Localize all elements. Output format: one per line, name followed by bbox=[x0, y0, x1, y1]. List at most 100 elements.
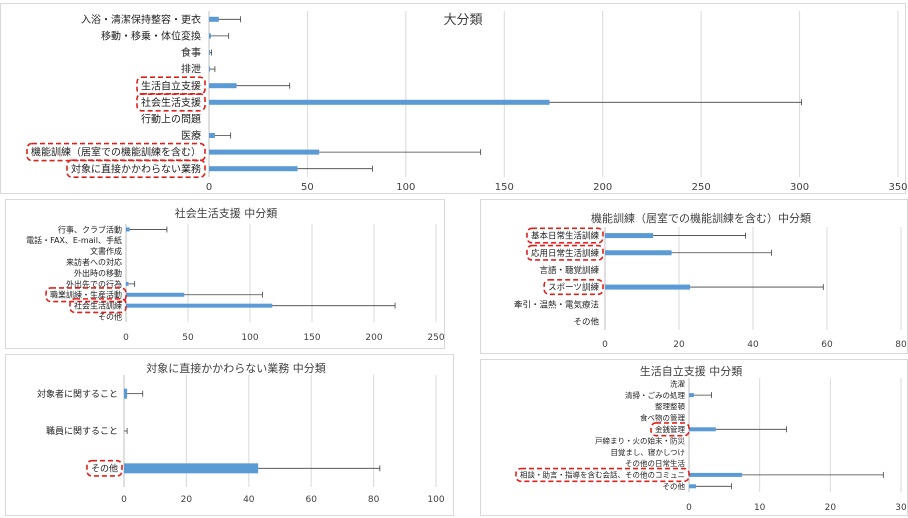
highlight-box bbox=[526, 244, 604, 261]
bar bbox=[124, 463, 259, 474]
chart-social-life-support: 0 50 100 150 200 250 行事、クラブ活動電話・FAX、E-mail、手紙文… bbox=[26, 206, 445, 343]
highlight-box bbox=[86, 459, 123, 477]
x-tick-label: 50 bbox=[182, 333, 194, 343]
category-label: 職業訓練・生産活動 bbox=[50, 290, 122, 300]
category-label: 排泄 bbox=[181, 63, 201, 76]
x-tick-label: 20 bbox=[673, 340, 685, 350]
bar bbox=[209, 16, 219, 22]
bar bbox=[209, 50, 210, 55]
bar bbox=[209, 133, 215, 138]
highlight-box bbox=[69, 298, 127, 314]
x-tick-label: 60 bbox=[305, 495, 317, 505]
highlight-box bbox=[66, 159, 206, 178]
x-tick-label: 60 bbox=[821, 340, 833, 350]
bar bbox=[605, 284, 691, 290]
category-label: 移動・移乗・体位変換 bbox=[101, 30, 201, 43]
bar bbox=[209, 83, 237, 89]
highlight-box bbox=[543, 279, 604, 296]
chart-title: 機能訓練（居室での機能訓練を含む）中分類 bbox=[591, 211, 811, 225]
x-tick-label: 40 bbox=[243, 495, 255, 505]
category-label: その他 bbox=[91, 463, 118, 475]
chart-panel-social-life-support: 0 50 100 150 200 250 行事、クラブ活動 電話・FAX、E-mail、手紙文… bbox=[5, 199, 445, 349]
chart-independent-living-support: 0 10 20 30 洗濯清掃・ごみの処理整理整頓食べ物の管理金銭管理戸締まり・火の始末… bbox=[515, 364, 907, 513]
category-label: 整理整頓 bbox=[655, 401, 685, 411]
bar bbox=[209, 99, 550, 105]
x-tick-label: 0 bbox=[123, 333, 129, 343]
category-label: その他 bbox=[573, 316, 599, 327]
chart-functional-training: 0 20 40 60 80 基本日常生活訓練応用日常生活訓練言語・聴覚訓練スポーツ訓練牽引… bbox=[514, 211, 907, 350]
category-label: 牽引・温熱・電気療法 bbox=[514, 299, 599, 310]
chart-panel-independent-living-support: 0 10 20 30 洗濯 清掃・ごみの処理 整理整頓 食べ物の管理 金銭管理 戸締まり・火の始末… bbox=[480, 359, 908, 516]
category-label: 基本日常生活訓練 bbox=[531, 231, 600, 242]
category-label: 電話・FAX、E-mail、手紙 bbox=[26, 235, 122, 245]
chart-panel-functional-training: 0 20 40 60 80 基本日常生活訓練 応用日常生活訓練 言語・聴覚訓練 スポーツ訓練 牽引… bbox=[480, 199, 908, 354]
category-label: 相談・助言・指導を含む会話、その他のコミュニ bbox=[520, 470, 685, 480]
category-label: 外出先での行為 bbox=[66, 279, 122, 289]
x-tick-label: 40 bbox=[747, 340, 759, 350]
bar bbox=[209, 66, 210, 72]
x-tick-label: 0 bbox=[686, 503, 692, 513]
x-tick-label: 20 bbox=[825, 503, 837, 513]
category-label: 対象に直接かかわらない業務 bbox=[71, 162, 201, 175]
x-tick-label: 100 bbox=[241, 333, 258, 343]
category-label: 社会生活支援 bbox=[141, 96, 201, 109]
category-label: 食べ物の管理 bbox=[640, 413, 685, 423]
bar bbox=[689, 472, 742, 477]
category-label: 機能訓練（居室での機能訓練を含む） bbox=[31, 146, 201, 159]
x-tick-label: 0 bbox=[121, 495, 127, 505]
category-label: 職員に関すること bbox=[46, 426, 118, 437]
category-label: 言語・聴覚訓練 bbox=[539, 265, 599, 276]
category-label: その他 bbox=[663, 481, 686, 491]
bar bbox=[126, 292, 185, 297]
bar bbox=[126, 227, 130, 232]
category-label: 応用日常生活訓練 bbox=[531, 248, 600, 259]
x-tick-label: 100 bbox=[427, 495, 444, 505]
category-label: 入浴・清潔保持整容・更衣 bbox=[81, 13, 201, 26]
bar bbox=[605, 233, 654, 239]
category-label: 食事 bbox=[181, 46, 201, 59]
x-tick-label: 200 bbox=[593, 182, 612, 193]
category-label: スポーツ訓練 bbox=[548, 282, 599, 293]
chart-panel-indirect-work: 0 20 40 60 80 100 対象者に関すること 職員に関すること その他 対象に直接かかわ… bbox=[5, 354, 454, 516]
highlight-box bbox=[136, 76, 206, 95]
x-tick-label: 200 bbox=[365, 333, 382, 343]
x-tick-label: 0 bbox=[206, 182, 212, 193]
category-label: 生活自立支援 bbox=[141, 79, 201, 92]
x-tick-label: 20 bbox=[181, 495, 193, 505]
x-tick-label: 30 bbox=[895, 503, 907, 513]
category-label: 金銭管理 bbox=[655, 424, 685, 434]
category-label: 行動上の問題 bbox=[141, 113, 201, 126]
bar bbox=[689, 427, 716, 432]
chart-panel-major-category: 0 50 100 150 200 250 300 350 入浴・清潔保持整容・更衣 移動・移乗・体… bbox=[0, 3, 908, 194]
bar bbox=[689, 393, 694, 398]
category-label: 目覚まし、寝かしつけ bbox=[610, 447, 685, 457]
category-label: その他の日常生活 bbox=[625, 458, 685, 468]
category-label: 行事、クラブ活動 bbox=[58, 224, 122, 234]
highlight-box bbox=[650, 422, 690, 437]
highlight-box bbox=[526, 227, 604, 244]
bar bbox=[209, 33, 211, 39]
x-tick-label: 250 bbox=[692, 182, 711, 193]
x-tick-label: 250 bbox=[427, 333, 444, 343]
category-label: 外出時の移動 bbox=[74, 268, 122, 278]
category-label: 清掃・ごみの処理 bbox=[625, 390, 685, 400]
chart-major-category: 0 50 100 150 200 250 300 350 入浴・清潔保持整容・更衣移動・移乗・体… bbox=[26, 11, 908, 193]
bar bbox=[605, 250, 672, 256]
bar bbox=[126, 281, 129, 286]
category-label: 社会生活訓練 bbox=[74, 301, 122, 311]
highlight-box bbox=[45, 287, 127, 303]
bar bbox=[126, 303, 273, 308]
category-label: その他 bbox=[98, 311, 122, 321]
category-label: 戸締まり・火の始末・防災 bbox=[595, 435, 685, 445]
bar bbox=[689, 484, 697, 489]
x-tick-label: 350 bbox=[888, 182, 907, 193]
highlight-box bbox=[515, 467, 690, 483]
category-label: 対象者に関すること bbox=[37, 388, 118, 400]
category-label: 医療 bbox=[181, 129, 201, 142]
x-tick-label: 10 bbox=[754, 503, 766, 513]
chart-title: 生活自立支援 中分類 bbox=[640, 364, 743, 378]
x-tick-label: 100 bbox=[396, 182, 415, 193]
highlight-box bbox=[136, 93, 206, 112]
chart-title: 大分類 bbox=[443, 13, 482, 28]
